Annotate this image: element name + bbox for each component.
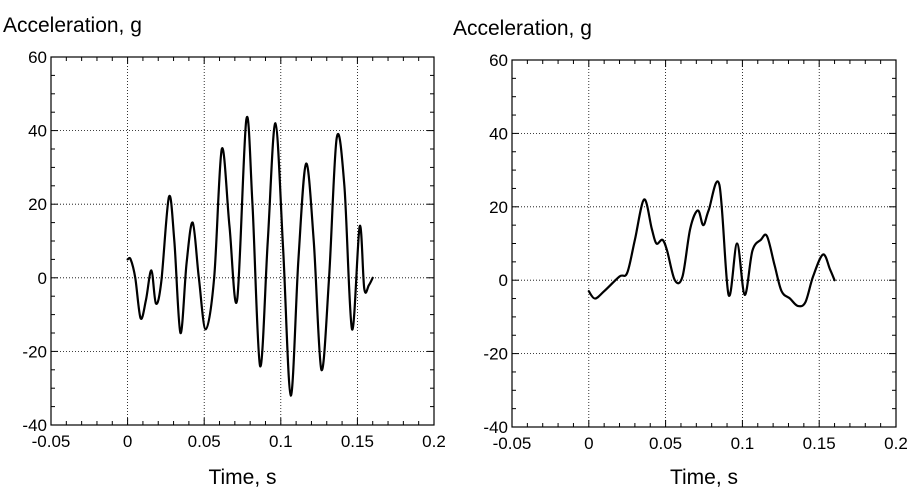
y-tick-label: 0	[499, 271, 508, 290]
y-tick-label: 40	[28, 122, 47, 141]
y-tick-labels: 60 40 20 0 -20 -40	[483, 51, 508, 437]
minor-ticks	[511, 59, 897, 428]
x-tick-label: -0.05	[493, 434, 532, 453]
x-tick-label: 0.1	[731, 434, 755, 453]
y-tick-label: 0	[38, 269, 47, 288]
series	[587, 180, 836, 308]
x-tick-labels: -0.05 0 0.05 0.1 0.15 0.2	[32, 432, 446, 451]
y-tick-label: 20	[28, 195, 47, 214]
x-tick-label: 0.1	[269, 432, 293, 451]
x-tick-label: 0.15	[803, 434, 836, 453]
chart-left: -0.05 0 0.05 0.1 0.15 0.2 60 40 20 0 -20 -40 Accel…	[3, 14, 446, 489]
y-tick-label: 20	[489, 198, 508, 217]
chart-right: -0.05 0 0.05 0.1 0.15 0.2 60 40 20 0 -20 -40 Accel…	[453, 17, 908, 489]
y-tick-labels: 60 40 20 0 -20 -40	[22, 48, 47, 435]
y-tick-label: -40	[22, 416, 47, 435]
x-tick-label: 0	[584, 434, 593, 453]
x-tick-label: 0.05	[188, 432, 221, 451]
y-tick-label: -40	[483, 418, 508, 437]
plot-frame	[511, 59, 897, 428]
y-tick-label: 60	[489, 51, 508, 70]
plot-frame	[50, 56, 435, 426]
x-tick-label: 0.15	[341, 432, 374, 451]
grid	[51, 57, 434, 425]
series-line	[126, 115, 374, 397]
y-tick-label: 60	[28, 48, 47, 67]
grid	[512, 60, 896, 427]
x-tick-label: 0.2	[422, 432, 446, 451]
x-tick-label: -0.05	[32, 432, 71, 451]
x-tick-label: 0.05	[649, 434, 682, 453]
y-tick-label: 40	[489, 124, 508, 143]
y-tick-label: -20	[483, 345, 508, 364]
series-line	[587, 180, 836, 308]
x-axis-label: Time, s	[208, 466, 276, 489]
y-tick-label: -20	[22, 342, 47, 361]
y-axis-label: Acceleration, g	[453, 17, 592, 40]
x-axis-label: Time, s	[670, 466, 738, 489]
minor-ticks	[50, 56, 435, 426]
x-tick-labels: -0.05 0 0.05 0.1 0.15 0.2	[493, 434, 908, 453]
x-tick-label: 0	[123, 432, 132, 451]
series	[126, 115, 374, 397]
y-axis-label: Acceleration, g	[3, 14, 142, 37]
x-tick-label: 0.2	[884, 434, 908, 453]
